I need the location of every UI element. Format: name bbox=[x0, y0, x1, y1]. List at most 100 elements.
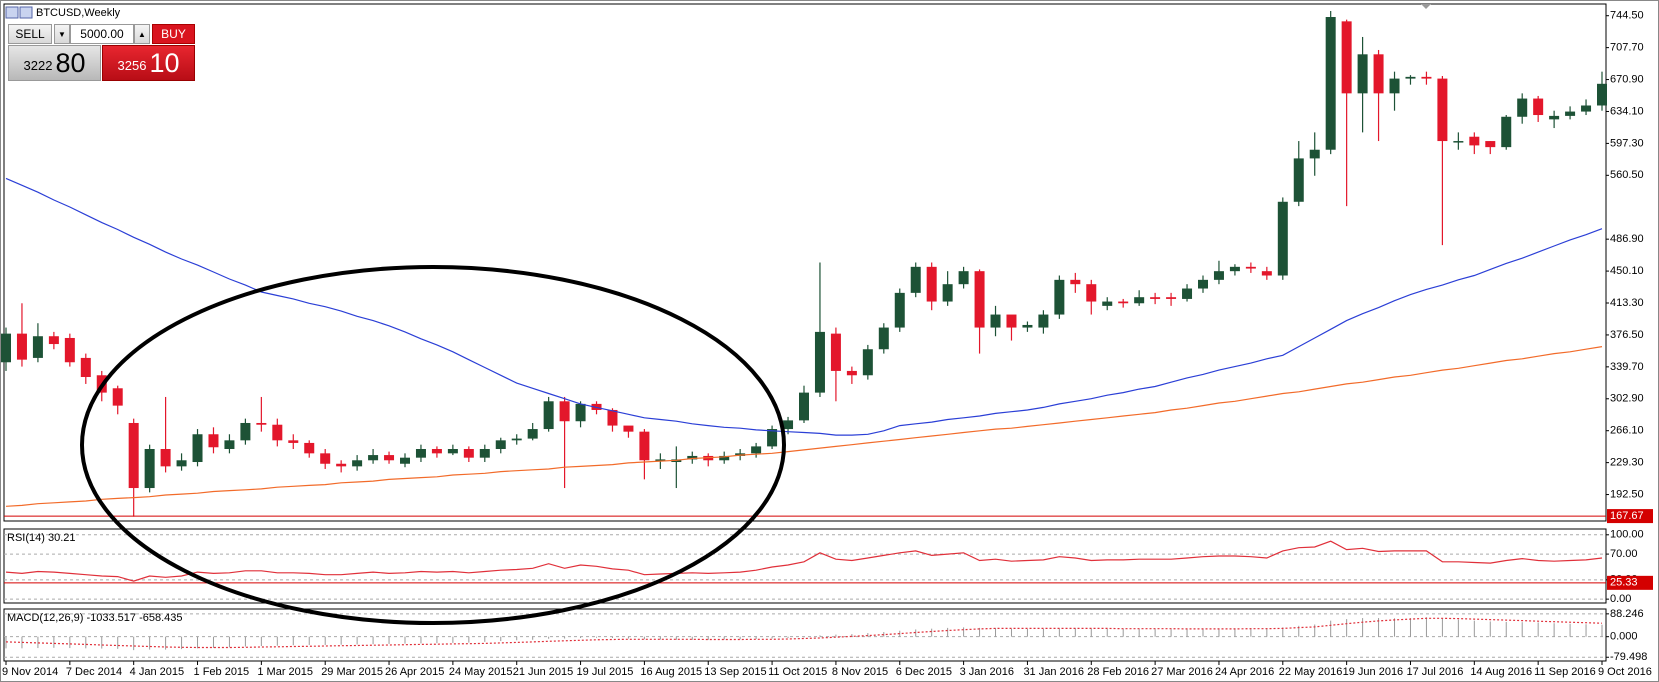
y-tick-label: 100.00 bbox=[1610, 529, 1644, 541]
candle-body bbox=[974, 271, 985, 328]
y-tick-label: 560.50 bbox=[1610, 169, 1644, 181]
candle-body bbox=[862, 349, 873, 376]
candle-body bbox=[176, 460, 187, 467]
candle-body bbox=[751, 446, 762, 454]
y-tick-label: 266.10 bbox=[1610, 425, 1644, 437]
candle-body bbox=[1150, 297, 1161, 299]
candle-body bbox=[1182, 288, 1193, 299]
x-tick-label: 14 Aug 2016 bbox=[1470, 666, 1532, 678]
x-tick-label: 13 Sep 2015 bbox=[704, 666, 766, 678]
y-tick-label: 0.000 bbox=[1610, 631, 1638, 643]
candle-body bbox=[48, 336, 59, 345]
candle-body bbox=[1261, 271, 1272, 276]
candle-body bbox=[1213, 271, 1224, 280]
candle-body bbox=[687, 455, 698, 460]
candle-body bbox=[639, 431, 650, 461]
volume-input[interactable]: 5000.00 bbox=[70, 24, 134, 44]
macd-panel bbox=[3, 608, 1607, 662]
y-tick-label: 0.00 bbox=[1610, 593, 1631, 605]
x-tick-label: 26 Apr 2015 bbox=[385, 666, 444, 678]
candle-body bbox=[431, 449, 442, 454]
candle-body bbox=[1565, 111, 1576, 116]
candle-body bbox=[1198, 279, 1208, 289]
x-tick-label: 4 Jan 2015 bbox=[130, 666, 184, 678]
candle-body bbox=[1469, 136, 1480, 146]
candle-body bbox=[1389, 78, 1400, 94]
candle-body bbox=[1453, 141, 1464, 143]
candle-body bbox=[1597, 83, 1607, 106]
y-tick-label: 670.90 bbox=[1610, 73, 1644, 85]
volume-up[interactable]: ▲ bbox=[134, 24, 150, 44]
candle-body bbox=[352, 460, 363, 467]
x-tick-label: 21 Jun 2015 bbox=[513, 666, 574, 678]
x-tick-label: 19 Jul 2015 bbox=[577, 666, 634, 678]
x-tick-label: 11 Oct 2015 bbox=[768, 666, 827, 678]
candle-body bbox=[878, 327, 889, 350]
candle-body bbox=[1134, 297, 1145, 304]
candle-body bbox=[1102, 301, 1113, 306]
y-tick-label: 707.70 bbox=[1610, 42, 1644, 54]
moving-average bbox=[5, 346, 1603, 507]
candle-body bbox=[1309, 149, 1320, 159]
x-tick-label: 29 Mar 2015 bbox=[321, 666, 383, 678]
sell-button[interactable]: SELL bbox=[8, 24, 52, 44]
bid-small: 80 bbox=[55, 48, 86, 78]
candle-body bbox=[304, 442, 315, 454]
candle-body bbox=[16, 333, 27, 360]
y-tick-label: 634.10 bbox=[1610, 105, 1644, 117]
y-tick-label: 339.70 bbox=[1610, 361, 1644, 373]
y-tick-label: -79.498 bbox=[1610, 651, 1647, 663]
candle-body bbox=[415, 449, 426, 458]
bid-quote[interactable]: 3222 80 bbox=[8, 45, 101, 81]
candle-body bbox=[1357, 54, 1368, 94]
candle-body bbox=[1229, 266, 1240, 272]
volume-down[interactable]: ▼ bbox=[54, 24, 70, 44]
y-tick-label: 302.90 bbox=[1610, 393, 1644, 405]
candle-body bbox=[1166, 297, 1177, 299]
x-tick-label: 11 Sep 2016 bbox=[1534, 666, 1596, 678]
candle-body bbox=[192, 434, 203, 463]
candle-body bbox=[559, 401, 570, 422]
candle-body bbox=[1549, 115, 1560, 120]
buy-button[interactable]: BUY bbox=[152, 24, 195, 44]
candle-body bbox=[1022, 324, 1033, 328]
main-panel bbox=[3, 3, 1607, 522]
candle-body bbox=[1006, 314, 1017, 328]
candle-body bbox=[655, 459, 666, 461]
candle-body bbox=[320, 453, 331, 464]
candle-body bbox=[479, 449, 490, 458]
moving-average bbox=[5, 177, 1603, 436]
x-tick-label: 17 Jul 2016 bbox=[1406, 666, 1463, 678]
candle-body bbox=[814, 331, 825, 393]
y-tick-label: 450.10 bbox=[1610, 265, 1644, 277]
candle-body bbox=[144, 449, 155, 489]
candle-body bbox=[1325, 17, 1336, 150]
candle-body bbox=[1437, 78, 1448, 142]
candle-body bbox=[767, 429, 778, 447]
candle-body bbox=[64, 337, 75, 363]
candle-body bbox=[623, 425, 634, 432]
x-tick-label: 24 May 2015 bbox=[449, 666, 513, 678]
candle-body bbox=[910, 266, 921, 293]
ask-quote[interactable]: 3256 10 bbox=[102, 45, 195, 81]
candle-body bbox=[272, 424, 283, 441]
candle-body bbox=[1277, 201, 1288, 276]
one-click-panel: SELL ▼ 5000.00 ▲ BUY 3222 80 3256 10 bbox=[8, 24, 195, 82]
candle-body bbox=[384, 455, 395, 461]
x-tick-label: 8 Nov 2015 bbox=[832, 666, 888, 678]
candle-body bbox=[1293, 158, 1304, 202]
candle-body bbox=[1533, 98, 1544, 116]
candle-body bbox=[1501, 116, 1512, 148]
candle-body bbox=[336, 463, 347, 467]
ask-small: 10 bbox=[149, 48, 180, 78]
plot-layer: 744.50 707.70 670.90 634.10 597.30 560.50 486.… bbox=[1, 10, 1653, 678]
level-box bbox=[1607, 575, 1653, 590]
candle-body bbox=[463, 449, 474, 458]
candle-body bbox=[990, 314, 1001, 328]
candle-body bbox=[830, 333, 841, 371]
candle-body bbox=[495, 440, 506, 450]
candle-body bbox=[400, 457, 410, 464]
y-tick-label: 229.30 bbox=[1610, 457, 1644, 469]
candle-body bbox=[942, 284, 953, 302]
